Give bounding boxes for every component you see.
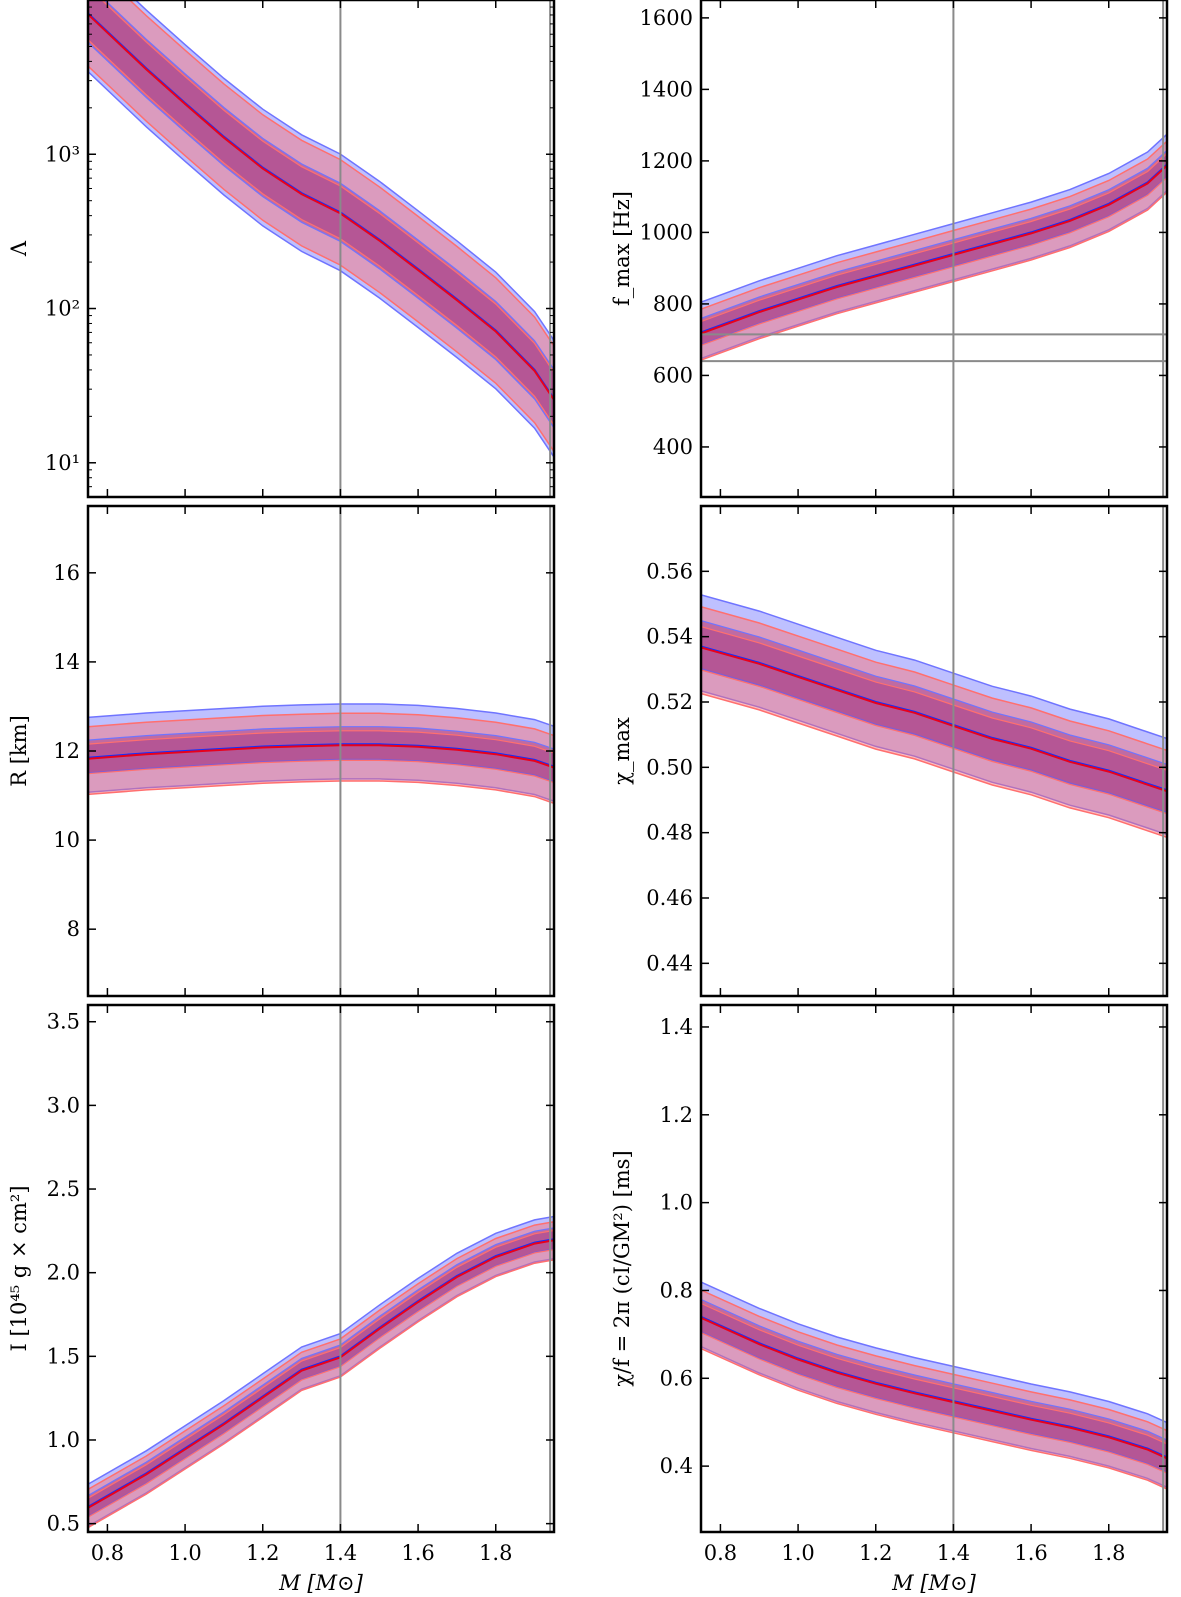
outer-band-blue <box>701 1281 1167 1489</box>
inner-band-red <box>88 1229 554 1518</box>
inner-band-red <box>88 0 554 427</box>
ytick-label: 1.2 <box>660 1103 693 1127</box>
ytick-label: 2.0 <box>47 1261 80 1285</box>
axes-frame <box>86 0 556 499</box>
ytick-label: 0.52 <box>646 690 693 714</box>
outer-band-blue <box>701 133 1167 360</box>
ytick-label: 1000 <box>640 220 693 244</box>
plot-area-inertia <box>88 1005 554 1532</box>
inner-band-blue <box>701 149 1167 346</box>
x-axis-label: M [M⊙] <box>278 1571 363 1595</box>
ytick-label: 400 <box>653 435 693 459</box>
y-axis-label: R [km] <box>7 715 31 787</box>
axes-frame <box>86 1003 556 1534</box>
ytick-label: 12 <box>53 739 80 763</box>
ytick-label: 0.46 <box>646 886 693 910</box>
plot-area-fmax <box>701 0 1167 497</box>
xtick-label: 1.0 <box>781 1541 814 1565</box>
panel-lambda: 10¹ 10² 10³ Λ <box>7 0 556 499</box>
ytick-label: 1600 <box>640 6 693 30</box>
axes-frame <box>699 0 1169 499</box>
axes-frame <box>699 1003 1169 1534</box>
panel-radius: 8 10 12 14 16 R [km] <box>7 504 556 998</box>
ytick-label: 0.50 <box>646 755 693 779</box>
panel-chimax: 0.44 0.46 0.48 0.50 0.52 0.54 0.56 χ_max <box>610 504 1169 998</box>
outer-band-blue <box>701 594 1167 836</box>
ytick-label: 3.5 <box>47 1010 80 1034</box>
y-axis-label: I [10⁴⁵ g × cm²] <box>7 1185 31 1351</box>
xtick-label: 1.8 <box>479 1541 512 1565</box>
ytick-label: 1.4 <box>660 1015 693 1039</box>
panel-fmax: 400 600 800 1000 1200 1400 1600 f_max [Hz] <box>610 0 1169 499</box>
y-axis-label: χ_max <box>610 717 634 785</box>
xtick-label: 0.8 <box>91 1541 124 1565</box>
axes-frame <box>699 504 1169 998</box>
outer-band-blue <box>88 1215 554 1528</box>
ytick-label: 14 <box>53 650 80 674</box>
ytick-label: 1400 <box>640 77 693 101</box>
y-axis-label: χ/f = 2π (cI/GM²) [ms] <box>610 1150 634 1386</box>
outer-band-red <box>701 1289 1167 1490</box>
ytick-label: 0.54 <box>646 625 693 649</box>
ytick-label: 0.4 <box>660 1454 693 1478</box>
ytick-label: 10² <box>45 297 80 321</box>
xtick-label: 1.4 <box>324 1541 357 1565</box>
xtick-label: 1.4 <box>937 1541 970 1565</box>
xtick-label: 1.8 <box>1092 1541 1125 1565</box>
ytick-label: 3.0 <box>47 1093 80 1117</box>
ytick-label: 2.5 <box>47 1177 80 1201</box>
xtick-label: 1.6 <box>401 1541 434 1565</box>
plot-area-radius <box>88 506 554 996</box>
ytick-label: 0.6 <box>660 1366 693 1390</box>
xtick-label: 1.6 <box>1014 1541 1047 1565</box>
ytick-label: 1.0 <box>47 1428 80 1452</box>
ytick-label: 0.8 <box>660 1278 693 1302</box>
ytick-label: 1200 <box>640 149 693 173</box>
ytick-label: 600 <box>653 363 693 387</box>
xtick-label: 1.0 <box>168 1541 201 1565</box>
inner-band-red <box>88 730 554 784</box>
ytick-label: 1.5 <box>47 1344 80 1368</box>
ytick-label: 10¹ <box>45 451 80 475</box>
y-axis-label: f_max [Hz] <box>610 191 634 306</box>
ytick-label: 8 <box>67 917 80 941</box>
ytick-label: 0.44 <box>646 951 693 975</box>
plot-area-chimax <box>701 506 1167 996</box>
x-axis-label: M [M⊙] <box>891 1571 976 1595</box>
inner-band-blue <box>88 726 554 783</box>
inner-band-red <box>701 152 1167 347</box>
ytick-label: 10 <box>53 828 80 852</box>
outer-band-blue <box>88 703 554 802</box>
ytick-label: 1.0 <box>660 1191 693 1215</box>
inner-band-blue <box>88 0 554 429</box>
panel-inertia: 0.5 1.0 1.5 2.0 2.5 3.0 3.5 0.8 1.0 1.2 1.4 1.6 1.8 M… <box>7 1003 556 1595</box>
panel-chi_over_f: 0.4 0.6 0.8 1.0 1.2 1.4 0.8 1.0 1.2 1.4 1.6 1.8 M [M… <box>610 1003 1169 1595</box>
ytick-label: 0.5 <box>47 1512 80 1536</box>
ytick-label: 10³ <box>45 142 80 166</box>
y-axis-label: Λ <box>7 240 31 257</box>
plot-area-lambda <box>88 0 554 497</box>
xtick-label: 1.2 <box>246 1541 279 1565</box>
outer-band-red <box>88 0 554 453</box>
outer-band-red <box>701 605 1167 839</box>
xtick-label: 0.8 <box>704 1541 737 1565</box>
ytick-label: 0.56 <box>646 559 693 583</box>
inner-band-blue <box>701 1298 1167 1473</box>
ytick-label: 16 <box>53 561 80 585</box>
plot-area-chi_over_f <box>701 1005 1167 1532</box>
inner-band-blue <box>701 619 1167 814</box>
ytick-label: 0.48 <box>646 821 693 845</box>
inner-band-red <box>701 1302 1167 1474</box>
ytick-label: 800 <box>653 292 693 316</box>
xtick-label: 1.2 <box>859 1541 892 1565</box>
